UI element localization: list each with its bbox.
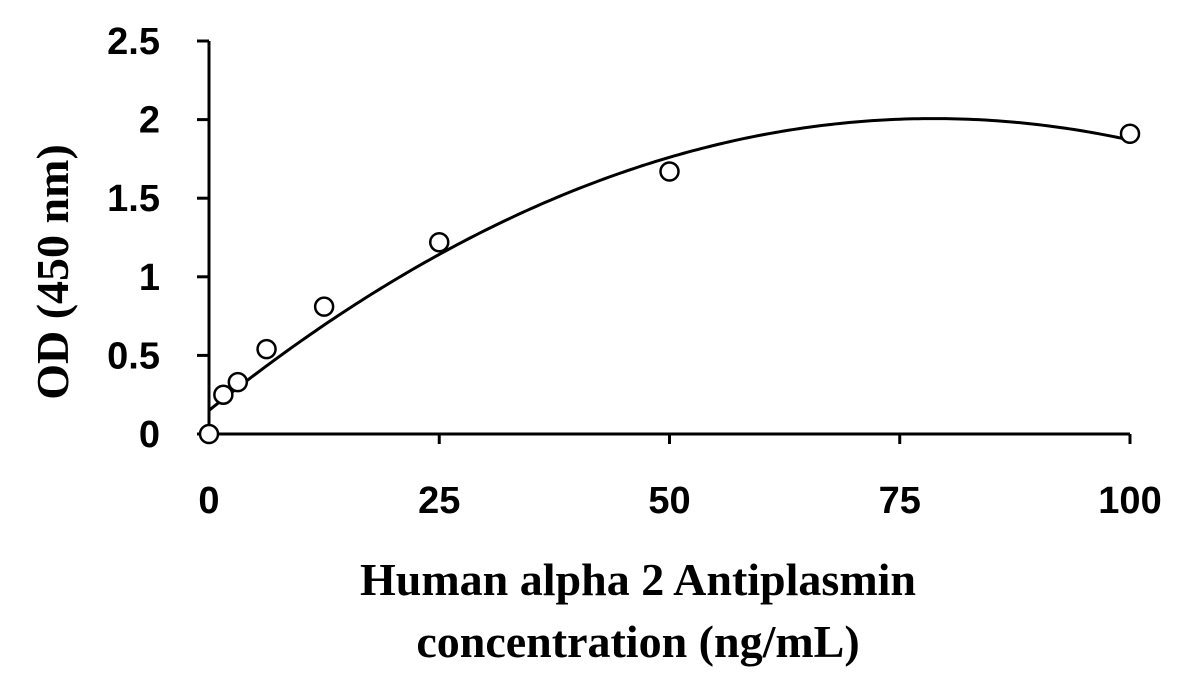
x-tick-label: 0 (198, 480, 219, 522)
data-point (227, 371, 249, 393)
y-tick-label: 1.5 (107, 178, 160, 220)
y-tick-label: 0 (139, 414, 160, 456)
x-axis-title-line-2: concentration (ng/mL) (416, 616, 859, 667)
y-tick-label: 2 (139, 100, 160, 142)
data-point (429, 231, 450, 253)
data-point (256, 338, 277, 360)
axes (207, 41, 1130, 436)
y-tick-label: 2.5 (107, 21, 160, 63)
data-point (213, 384, 234, 405)
data-points (198, 123, 1141, 445)
x-tick-label: 50 (648, 480, 690, 522)
x-axis-title-line-1: Human alpha 2 Antiplasmin (360, 554, 916, 605)
x-tick-label: 25 (418, 480, 460, 522)
x-tick-label: 100 (1098, 480, 1161, 522)
data-point (1119, 123, 1141, 144)
x-ticks: 0 25 50 75 100 (198, 434, 1162, 522)
y-ticks: 0 0.5 1 1.5 2 2.5 (107, 21, 209, 456)
data-point (198, 423, 220, 445)
y-tick-label: 0.5 (107, 335, 160, 377)
data-point (313, 296, 335, 317)
fit-curve (208, 117, 1131, 412)
y-tick-label: 1 (139, 257, 160, 299)
y-axis-title: OD (450 nm) (27, 144, 78, 400)
data-point (659, 161, 680, 182)
x-tick-label: 75 (879, 480, 921, 522)
